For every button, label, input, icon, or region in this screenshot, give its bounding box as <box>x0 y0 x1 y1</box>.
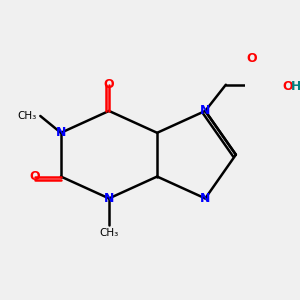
Text: O: O <box>282 80 292 93</box>
Text: O: O <box>29 170 40 183</box>
Text: N: N <box>56 126 66 139</box>
Text: CH₃: CH₃ <box>99 228 119 239</box>
Text: N: N <box>200 192 210 205</box>
Text: N: N <box>104 192 114 205</box>
Text: N: N <box>200 104 210 117</box>
Text: O: O <box>104 78 114 91</box>
Text: O: O <box>247 52 257 65</box>
Text: H: H <box>291 80 300 93</box>
Text: CH₃: CH₃ <box>17 111 37 121</box>
